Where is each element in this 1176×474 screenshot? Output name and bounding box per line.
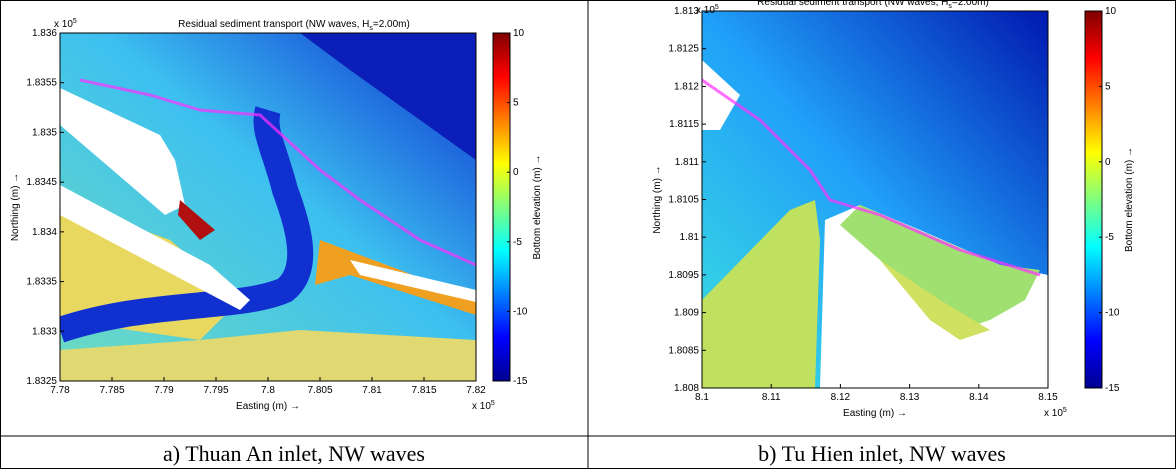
multiplier-base: x 10 — [696, 5, 715, 16]
y-tick-label: 1.809 — [674, 308, 699, 319]
multiplier-exponent: 5 — [73, 18, 77, 25]
y-tick-label: 1.8345 — [26, 177, 57, 188]
y-multiplier: x 105 — [54, 18, 77, 30]
colorbar — [1084, 10, 1103, 389]
multiplier-base: x 10 — [472, 401, 491, 412]
colorbar-label: Bottom elevation (m) → — [532, 154, 543, 259]
x-tick-label: 8.12 — [831, 392, 851, 403]
y-tick-label: 1.813 — [674, 6, 699, 17]
y-tick-label: 1.8115 — [669, 119, 699, 130]
x-tick-label: 8.13 — [900, 392, 920, 403]
colorbar — [492, 32, 511, 382]
y-tick-label: 1.811 — [675, 157, 700, 168]
y-tick-label: 1.8125 — [668, 44, 699, 55]
colorbar-tick-label: 10 — [513, 28, 525, 39]
colorbar-tick-label: 10 — [1105, 6, 1117, 17]
y-tick-label: 1.834 — [32, 227, 57, 238]
x-tick-label: 8.11 — [762, 392, 781, 403]
colorbar-tick-label: -15 — [513, 376, 528, 387]
colorbar-tick-label: 5 — [1105, 81, 1111, 92]
chart-title: Residual sediment transport (NW waves, H… — [757, 0, 989, 10]
colorbar-tick-label: 0 — [1105, 157, 1111, 168]
y-tick-label: 1.835 — [32, 127, 57, 138]
y-axis-label: Northing (m) → — [10, 173, 21, 241]
multiplier-base: x 10 — [54, 19, 73, 30]
y-tick-label: 1.81 — [680, 232, 700, 243]
x-tick-label: 7.82 — [466, 385, 486, 396]
colorbar-tick-label: -5 — [513, 237, 522, 248]
multiplier-exponent: 5 — [715, 4, 719, 11]
x-tick-label: 7.79 — [154, 385, 174, 396]
colorbar-tick-label: -15 — [1105, 383, 1120, 394]
caption: b) Tu Hien inlet, NW waves — [758, 441, 1006, 466]
title-text: Residual sediment transport (NW waves, H — [178, 19, 369, 30]
x-tick-label: 8.1 — [695, 392, 709, 403]
field — [702, 11, 1048, 388]
colorbar-label: Bottom elevation (m) → — [1124, 147, 1135, 252]
y-tick-label: 1.8095 — [668, 270, 699, 281]
x-multiplier: x 105 — [472, 400, 495, 412]
y-tick-label: 1.8085 — [668, 345, 699, 356]
y-tick-label: 1.8355 — [26, 78, 57, 89]
colorbar-tick-label: 5 — [513, 98, 519, 109]
colorbar-tick-label: -5 — [1105, 232, 1114, 243]
caption: a) Thuan An inlet, NW waves — [163, 441, 425, 466]
colorbar-tick-label: -10 — [513, 306, 528, 317]
title-subscript: s — [369, 25, 373, 32]
multiplier-base: x 10 — [1044, 408, 1063, 419]
title-text: Residual sediment transport (NW waves, H — [757, 0, 948, 8]
colorbar-tick-label: -10 — [1105, 308, 1120, 319]
y-tick-label: 1.8325 — [26, 376, 57, 387]
y-tick-label: 1.833 — [32, 326, 57, 337]
x-tick-label: 7.815 — [411, 385, 436, 396]
x-tick-label: 7.795 — [203, 385, 228, 396]
y-multiplier: x 105 — [696, 4, 719, 16]
x-tick-label: 7.78 — [50, 385, 70, 396]
y-tick-label: 1.836 — [32, 28, 57, 39]
y-axis-label: Northing (m) → — [652, 165, 663, 233]
title-text: =2.00m) — [952, 0, 989, 8]
x-tick-label: 7.785 — [99, 385, 124, 396]
x-axis-label: Easting (m) → — [236, 401, 300, 412]
multiplier-exponent: 5 — [1063, 407, 1067, 414]
x-tick-label: 7.81 — [362, 385, 382, 396]
x-tick-label: 7.805 — [307, 385, 332, 396]
x-axis-label: Easting (m) → — [843, 408, 907, 419]
y-tick-label: 1.8335 — [26, 277, 57, 288]
y-tick-label: 1.812 — [674, 81, 699, 92]
title-text: =2.00m) — [373, 19, 410, 30]
x-tick-label: 7.8 — [261, 385, 275, 396]
x-tick-label: 8.14 — [969, 392, 989, 403]
chart-title: Residual sediment transport (NW waves, H… — [178, 19, 410, 32]
y-tick-label: 1.8105 — [668, 195, 699, 206]
x-multiplier: x 105 — [1044, 407, 1067, 419]
y-tick-label: 1.808 — [674, 383, 699, 394]
field — [60, 33, 476, 381]
colorbar-tick-label: 0 — [513, 167, 519, 178]
title-subscript: s — [948, 3, 952, 10]
x-tick-label: 8.15 — [1038, 392, 1058, 403]
multiplier-exponent: 5 — [491, 400, 495, 407]
